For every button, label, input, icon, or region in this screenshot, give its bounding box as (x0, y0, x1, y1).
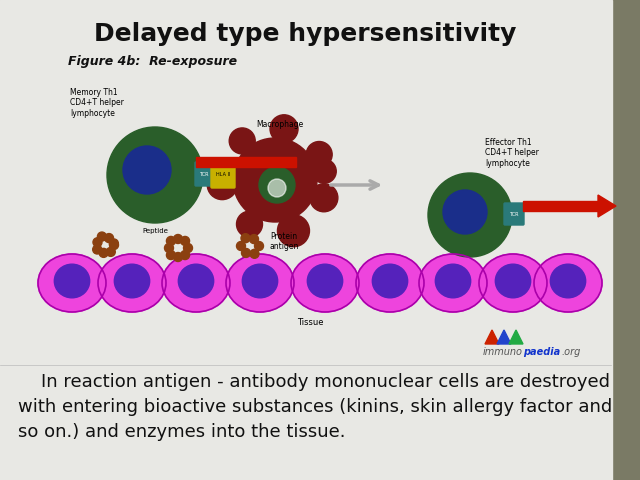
Ellipse shape (98, 254, 166, 312)
Circle shape (109, 240, 118, 250)
Text: In reaction antigen - antibody mononuclear cells are destroyed
with entering bio: In reaction antigen - antibody mononucle… (18, 373, 612, 441)
Circle shape (93, 245, 102, 254)
Circle shape (306, 142, 332, 168)
Text: HLA II: HLA II (216, 172, 230, 178)
Circle shape (237, 241, 246, 251)
Ellipse shape (419, 254, 487, 312)
Ellipse shape (534, 254, 602, 312)
Circle shape (173, 235, 182, 243)
Circle shape (229, 128, 255, 154)
Ellipse shape (479, 254, 547, 312)
Ellipse shape (550, 264, 586, 298)
Ellipse shape (435, 264, 470, 298)
Circle shape (233, 138, 317, 222)
FancyBboxPatch shape (504, 203, 524, 225)
Text: Figure 4b:  Re-exposure: Figure 4b: Re-exposure (68, 55, 237, 68)
Circle shape (106, 247, 115, 256)
Circle shape (255, 241, 264, 251)
Circle shape (278, 215, 310, 247)
Text: TCR: TCR (199, 172, 209, 178)
Circle shape (250, 249, 259, 258)
Ellipse shape (38, 254, 106, 312)
Circle shape (241, 249, 250, 257)
Text: Protein
antigen: Protein antigen (270, 232, 300, 252)
Circle shape (312, 159, 336, 183)
Circle shape (93, 238, 102, 247)
Circle shape (443, 190, 487, 234)
Ellipse shape (372, 264, 408, 298)
Circle shape (250, 235, 259, 243)
Text: Tissue: Tissue (297, 318, 323, 327)
Ellipse shape (179, 264, 214, 298)
Circle shape (166, 251, 175, 260)
Circle shape (184, 243, 193, 252)
Circle shape (109, 239, 118, 248)
Bar (612, 0, 640, 480)
Text: .org: .org (561, 347, 580, 357)
Circle shape (99, 248, 108, 257)
Bar (196, 157, 296, 167)
Text: Peptide: Peptide (142, 228, 168, 234)
Polygon shape (509, 330, 523, 344)
Ellipse shape (162, 254, 230, 312)
Ellipse shape (356, 254, 424, 312)
Ellipse shape (243, 264, 278, 298)
Ellipse shape (291, 254, 359, 312)
Text: paedia: paedia (523, 347, 560, 357)
Ellipse shape (495, 264, 531, 298)
Circle shape (180, 237, 189, 245)
Ellipse shape (226, 254, 294, 312)
Circle shape (164, 243, 173, 252)
Circle shape (207, 169, 237, 200)
Text: immuno: immuno (483, 347, 523, 357)
Ellipse shape (54, 264, 90, 298)
Circle shape (173, 252, 182, 262)
Text: Memory Th1
CD4+T helper
lymphocyte: Memory Th1 CD4+T helper lymphocyte (70, 88, 124, 118)
FancyBboxPatch shape (195, 162, 213, 186)
Circle shape (180, 251, 189, 260)
Circle shape (310, 184, 338, 212)
Polygon shape (497, 330, 511, 344)
Circle shape (123, 146, 171, 194)
Circle shape (270, 115, 298, 143)
Circle shape (107, 127, 203, 223)
Circle shape (268, 179, 286, 197)
Circle shape (428, 173, 512, 257)
Circle shape (97, 232, 106, 241)
Ellipse shape (115, 264, 150, 298)
Text: Effector Th1
CD4+T helper
lymphocyte: Effector Th1 CD4+T helper lymphocyte (485, 138, 539, 168)
Circle shape (166, 237, 175, 245)
Polygon shape (485, 330, 499, 344)
Text: Macrophage: Macrophage (257, 120, 303, 129)
Text: TCR: TCR (509, 213, 519, 217)
Text: Delayed type hypersensitivity: Delayed type hypersensitivity (94, 22, 516, 46)
Circle shape (237, 211, 262, 237)
Bar (523, 201, 598, 211)
Circle shape (259, 167, 295, 203)
FancyBboxPatch shape (211, 160, 235, 188)
Circle shape (104, 234, 113, 242)
Polygon shape (598, 195, 616, 217)
Circle shape (241, 234, 250, 243)
Ellipse shape (307, 264, 342, 298)
